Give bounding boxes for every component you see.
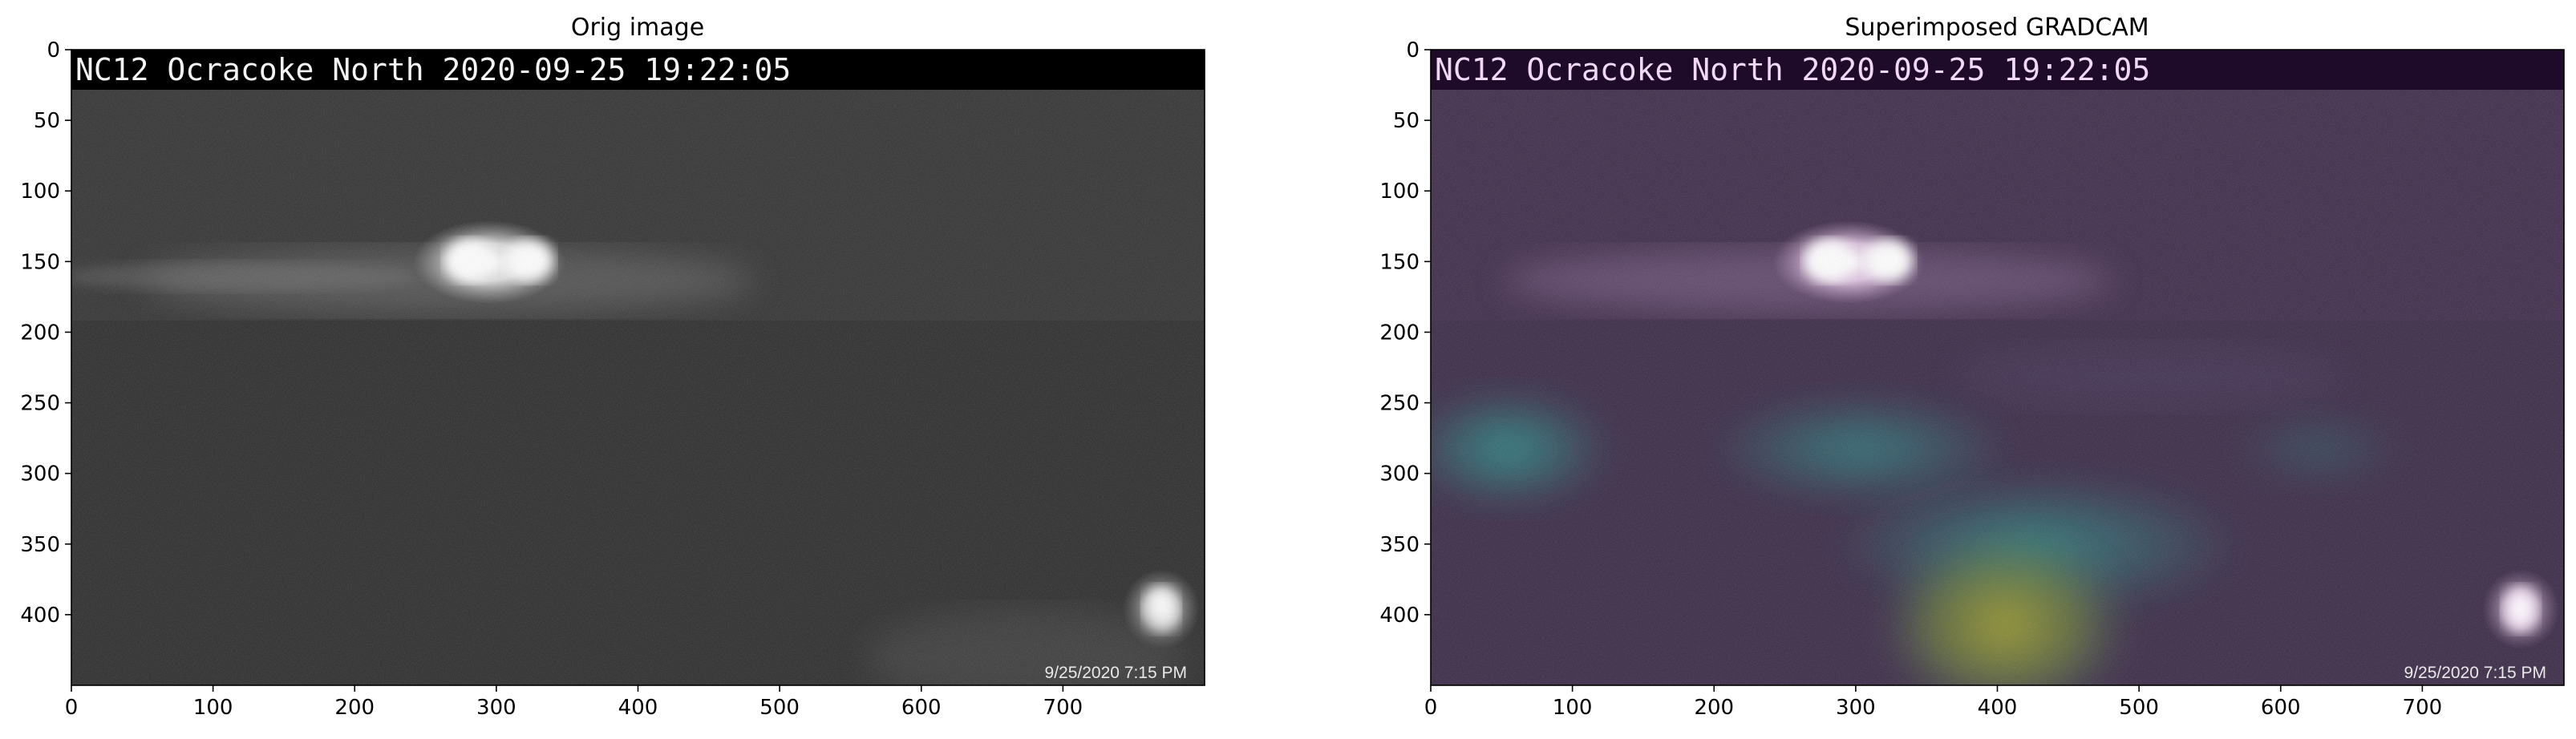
x-tick-label: 200 — [1694, 696, 1734, 720]
panel-title-gradcam: Superimposed GRADCAM — [1845, 14, 2149, 42]
x-tick-label: 500 — [759, 696, 800, 720]
x-tick-label: 300 — [1836, 696, 1876, 720]
panel-orig-image: Orig image NC12 Ocracoke North 2020-09-2… — [20, 14, 1205, 720]
y-tick-label: 0 — [1406, 38, 1420, 63]
timestamp-banner — [1431, 50, 2564, 90]
y-tick-label: 100 — [1379, 180, 1420, 204]
panel-title-orig: Orig image — [571, 14, 704, 42]
y-tick-label: 350 — [20, 533, 60, 557]
camera-overlay-text: NC12 Ocracoke North 2020-09-25 19:22:05 — [75, 52, 791, 87]
date-stamp: 9/25/2020 7:15 PM — [2404, 664, 2546, 682]
y-tick-label: 0 — [47, 38, 60, 63]
x-tick-label: 700 — [1043, 696, 1083, 720]
y-tick-label: 250 — [1379, 392, 1420, 416]
y-tick-label: 100 — [20, 180, 60, 204]
x-tick-label: 700 — [2403, 696, 2443, 720]
axis-ticks-orig: 0 100 200 300 400 500 600 700 0 50 100 150 200 250 300… — [20, 38, 1083, 720]
y-tick-label: 150 — [1379, 250, 1420, 274]
y-tick-label: 200 — [1379, 321, 1420, 345]
camera-overlay-text: NC12 Ocracoke North 2020-09-25 19:22:05 — [1435, 52, 2150, 87]
x-tick-label: 300 — [476, 696, 516, 720]
x-tick-label: 400 — [1978, 696, 2018, 720]
x-tick-label: 600 — [2261, 696, 2301, 720]
x-tick-label: 0 — [1424, 696, 1438, 720]
y-tick-label: 300 — [1379, 462, 1420, 487]
orig-image-photo: NC12 Ocracoke North 2020-09-25 19:22:05 … — [71, 50, 1205, 685]
x-tick-label: 400 — [618, 696, 658, 720]
y-tick-label: 50 — [1393, 109, 1420, 133]
x-tick-label: 500 — [2119, 696, 2159, 720]
y-tick-label: 200 — [20, 321, 60, 345]
panel-gradcam: Superimposed GRADCAM NC12 Ocracoke N — [1379, 14, 2565, 720]
y-tick-label: 350 — [1379, 533, 1420, 557]
y-tick-label: 300 — [20, 462, 60, 487]
gradcam-image-photo: NC12 Ocracoke North 2020-09-25 19:22:05 … — [1431, 50, 2564, 685]
x-tick-label: 600 — [901, 696, 942, 720]
x-tick-label: 100 — [1553, 696, 1593, 720]
y-tick-label: 150 — [20, 250, 60, 274]
x-tick-label: 0 — [65, 696, 79, 720]
y-tick-label: 400 — [20, 604, 60, 628]
x-tick-label: 200 — [334, 696, 375, 720]
y-tick-label: 250 — [20, 392, 60, 416]
axis-ticks-gradcam: 0 100 200 300 400 500 600 700 0 50 100 150 200 250 300… — [1379, 38, 2442, 720]
timestamp-banner — [71, 50, 1205, 90]
date-stamp: 9/25/2020 7:15 PM — [1045, 664, 1187, 682]
y-tick-label: 50 — [34, 109, 60, 133]
x-tick-label: 100 — [193, 696, 233, 720]
y-tick-label: 400 — [1379, 604, 1420, 628]
